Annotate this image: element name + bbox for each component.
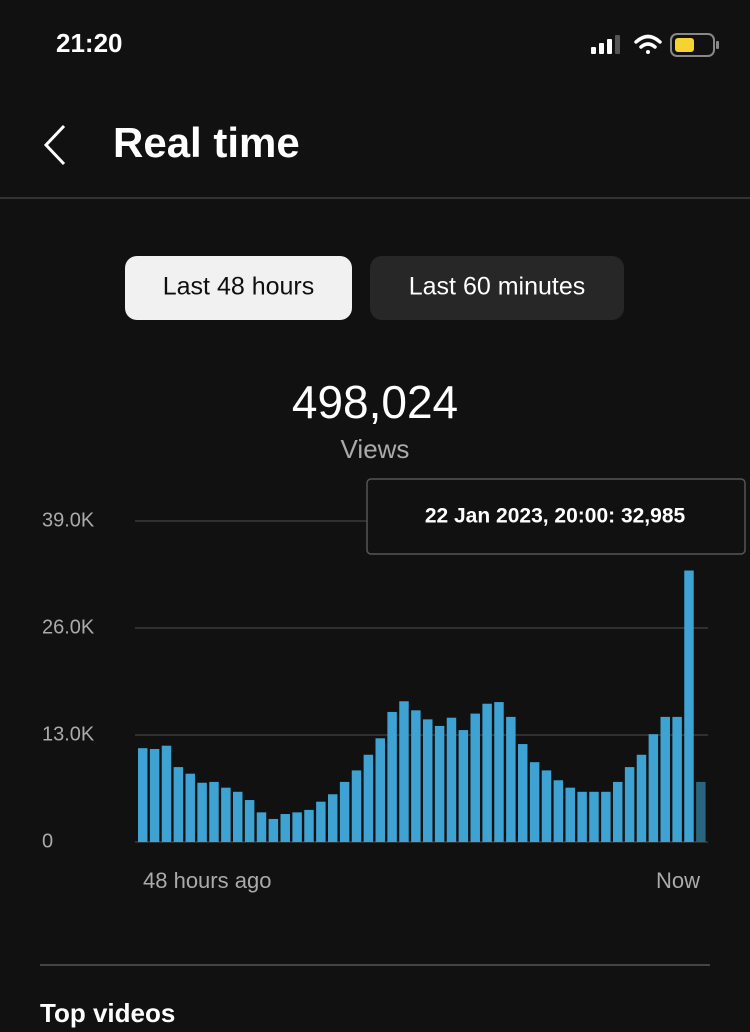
bar <box>292 812 302 842</box>
bar <box>601 791 611 842</box>
bar <box>221 787 231 842</box>
y-tick-label: 0 <box>42 830 53 852</box>
bar <box>672 716 682 842</box>
bar <box>624 767 635 842</box>
bar <box>660 716 670 842</box>
status-time: 21:20 <box>56 28 123 58</box>
bar <box>209 781 219 842</box>
tab[interactable] <box>370 256 624 320</box>
bar <box>411 710 421 842</box>
bar <box>684 570 694 842</box>
back-button[interactable] <box>43 124 66 166</box>
wifi-icon <box>634 34 662 54</box>
bar <box>387 711 397 842</box>
bar <box>458 730 469 842</box>
bar <box>553 780 564 842</box>
bar <box>589 791 599 842</box>
bar <box>351 770 362 842</box>
section-title: Top videos <box>40 998 175 1028</box>
battery-icon <box>670 33 719 57</box>
total-views: 498,024 <box>292 376 458 428</box>
bar <box>423 719 433 842</box>
bar <box>446 717 457 842</box>
tab-selected[interactable] <box>125 256 352 320</box>
bar <box>316 801 326 842</box>
bar <box>482 703 492 842</box>
signal-icon <box>591 35 620 54</box>
tooltip-box <box>366 478 746 555</box>
bar <box>280 814 290 842</box>
y-tick-label: 13.0K <box>42 723 95 745</box>
page-title: Real time <box>113 119 300 166</box>
bar <box>161 745 172 842</box>
chart: 0 13.0K 26.0K 39.0K 48 hours ago Now 22 Jan 20… <box>42 478 746 893</box>
bar <box>363 754 374 842</box>
bar <box>636 754 647 842</box>
bar <box>399 701 409 842</box>
bar <box>565 787 575 842</box>
total-label: Views <box>341 434 410 464</box>
bar <box>541 770 552 842</box>
bar <box>434 725 445 842</box>
tab-label[interactable]: Last 48 hours <box>163 273 315 301</box>
bar <box>149 748 160 842</box>
bar <box>470 713 480 842</box>
bar <box>233 791 243 842</box>
bar <box>244 800 255 842</box>
y-tick-label: 39.0K <box>42 509 95 531</box>
tooltip-text: 22 Jan 2023, 20:00: 32,985 <box>425 505 686 528</box>
tab-label[interactable]: Last 60 minutes <box>409 273 586 301</box>
bar <box>197 782 207 842</box>
x-label: 48 hours ago <box>143 868 271 893</box>
y-tick-label: 26.0K <box>42 616 95 638</box>
bar <box>518 744 528 842</box>
bar <box>494 702 504 842</box>
bar <box>256 812 267 842</box>
bar <box>185 773 195 842</box>
bar <box>506 716 516 842</box>
bar <box>328 794 338 842</box>
bar <box>613 781 623 842</box>
bar <box>304 809 314 842</box>
bar <box>696 781 706 842</box>
bar <box>138 748 148 842</box>
bar <box>648 734 659 842</box>
x-label: Now <box>656 868 700 893</box>
bar <box>339 781 350 842</box>
bar <box>173 767 184 842</box>
bar <box>268 818 279 842</box>
bar <box>577 791 587 842</box>
bar <box>529 762 540 842</box>
bar <box>375 738 385 842</box>
